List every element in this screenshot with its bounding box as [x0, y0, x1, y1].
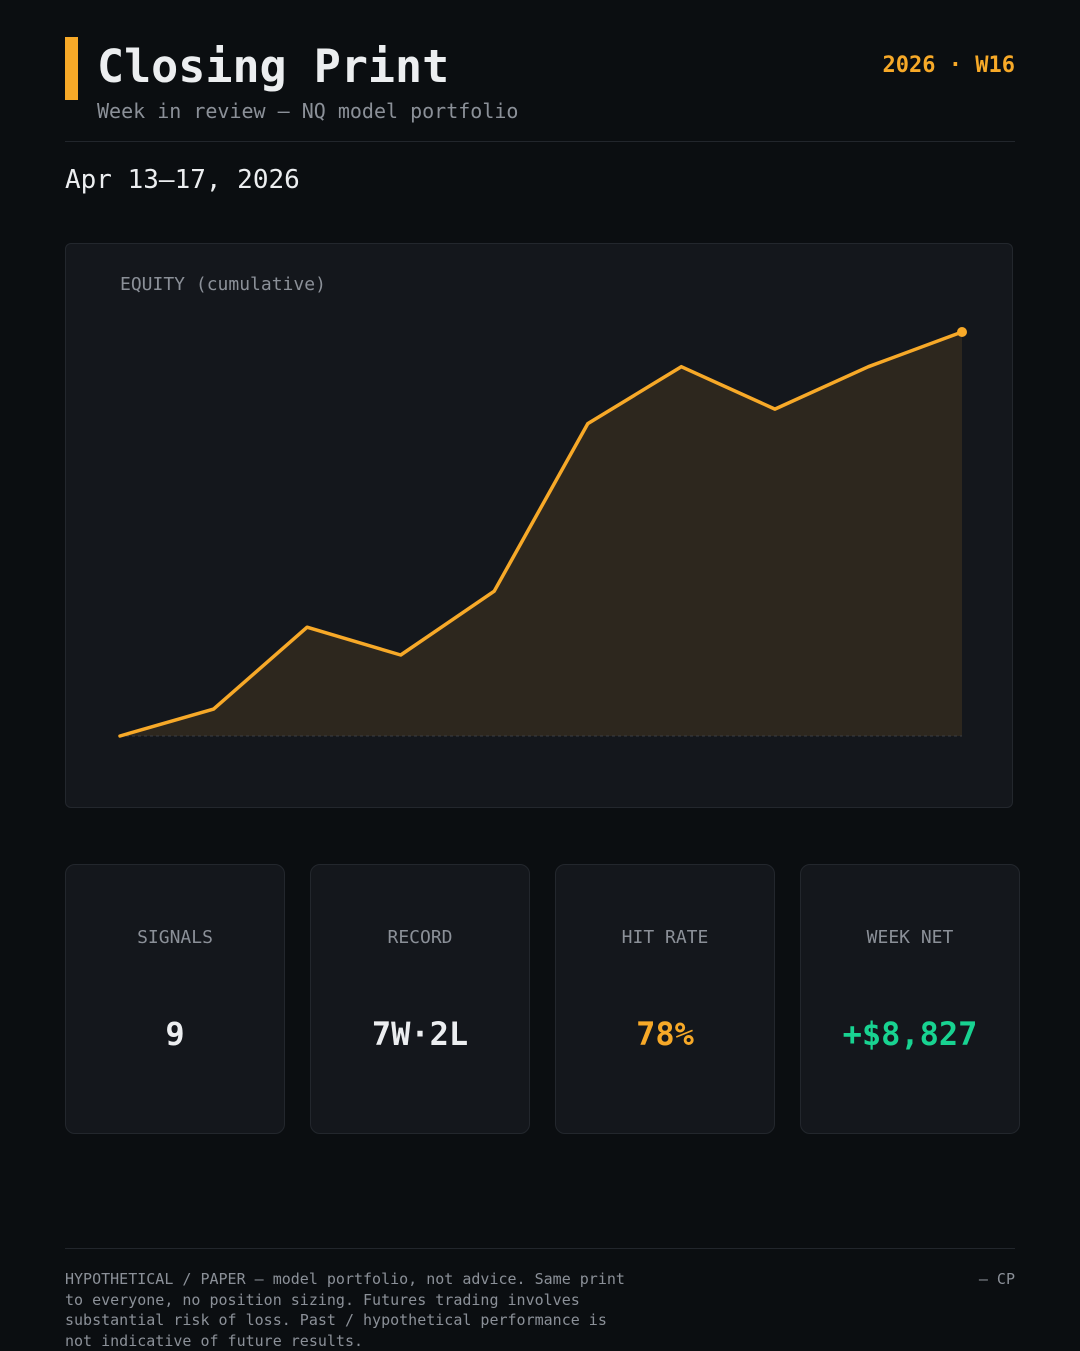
equity-area [120, 332, 962, 736]
kpi-value-week-net: +$8,827 [842, 1015, 978, 1053]
kpi-label-signals: SIGNALS [137, 927, 213, 948]
signoff: — CP [978, 1270, 1015, 1288]
kpi-label-record: RECORD [387, 927, 453, 948]
kpi-value-record: 7W·2L [371, 1015, 469, 1053]
header-divider [65, 141, 1015, 142]
disclaimer: HYPOTHETICAL / PAPER — model portfolio, … [65, 1270, 625, 1350]
kpi-value-signals: 9 [165, 1015, 185, 1053]
brand-accent-bar [65, 37, 78, 100]
kpi-label-week-net: WEEK NET [866, 927, 954, 948]
equity-chart-card: EQUITY (cumulative) [65, 243, 1013, 808]
footer-divider [65, 1248, 1015, 1249]
equity-line [118, 330, 964, 738]
kpi-card-week-net: WEEK NET +$8,827 [800, 864, 1020, 1134]
kpi-card-record: RECORD 7W·2L [310, 864, 530, 1134]
chart-title: EQUITY (cumulative) [120, 274, 326, 295]
week-tag: 2026 · W16 [882, 53, 1015, 78]
page-title: Closing Print [97, 40, 450, 93]
kpi-card-signals: SIGNALS 9 [65, 864, 285, 1134]
equity-chart [118, 327, 967, 738]
kpi-value-hit-rate: 78% [636, 1015, 694, 1053]
kpi-card-hit-rate: HIT RATE 78% [555, 864, 775, 1134]
kpi-label-hit-rate: HIT RATE [621, 927, 709, 948]
page-subtitle: Week in review — NQ model portfolio [97, 99, 519, 123]
date-range: Apr 13–17, 2026 [65, 165, 300, 195]
equity-last-point [957, 327, 967, 337]
